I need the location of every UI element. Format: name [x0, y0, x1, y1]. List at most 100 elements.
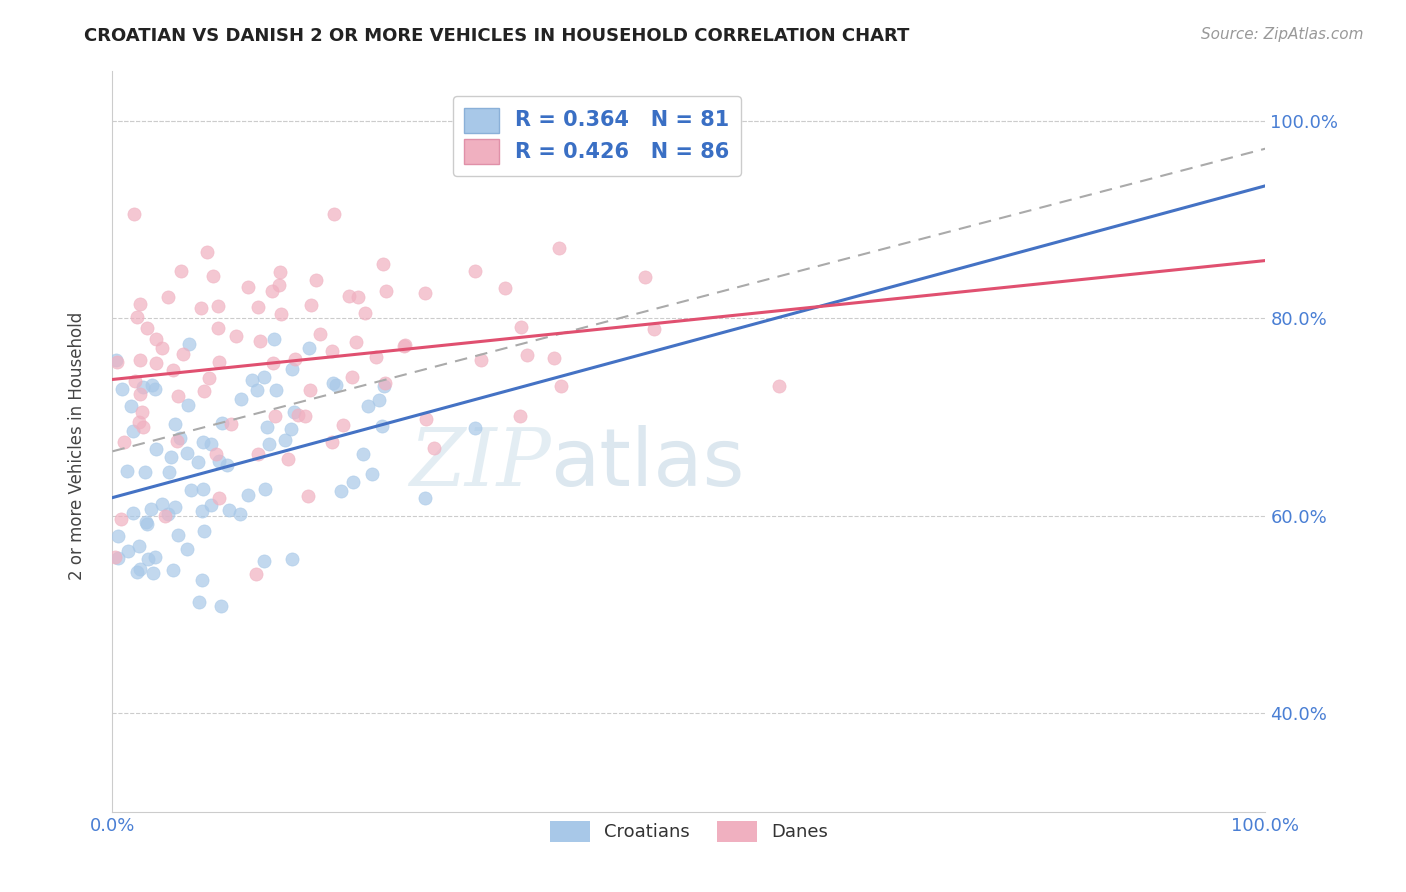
Point [423, 441, 446, 455]
Point [267, 277, 290, 292]
Text: 2 or more Vehicles in Household: 2 or more Vehicles in Household [69, 312, 86, 580]
Point [374, 376, 396, 391]
Point [247, 300, 270, 314]
Point [135, 515, 157, 529]
Point [323, 207, 346, 221]
Point [284, 351, 307, 366]
Point [193, 482, 215, 496]
Point [134, 465, 156, 479]
Point [124, 374, 146, 388]
Point [112, 435, 135, 450]
Point [129, 387, 152, 401]
Point [190, 301, 212, 316]
Point [281, 552, 304, 566]
Point [287, 408, 309, 422]
Point [129, 562, 152, 576]
Point [247, 446, 270, 460]
Point [162, 363, 184, 377]
Point [162, 564, 184, 578]
Point [543, 351, 565, 366]
Point [344, 335, 367, 350]
Point [262, 357, 284, 371]
Point [308, 327, 330, 342]
Point [464, 264, 486, 278]
Point [225, 329, 247, 343]
Point [245, 566, 267, 581]
Point [176, 541, 198, 556]
Point [152, 341, 174, 355]
Point [200, 437, 222, 451]
Point [238, 279, 260, 293]
Point [136, 551, 159, 566]
Point [157, 290, 180, 304]
Point [274, 433, 297, 447]
Point [155, 509, 177, 524]
Point [305, 273, 328, 287]
Point [117, 544, 139, 558]
Point [211, 417, 233, 431]
Point [195, 244, 218, 259]
Point [143, 382, 166, 396]
Point [139, 501, 162, 516]
Point [240, 373, 263, 387]
Point [172, 347, 194, 361]
Point [256, 420, 278, 434]
Point [156, 507, 179, 521]
Legend: Croatians, Danes: Croatians, Danes [541, 812, 837, 851]
Point [169, 431, 191, 445]
Text: CROATIAN VS DANISH 2 OR MORE VEHICLES IN HOUSEHOLD CORRELATION CHART: CROATIAN VS DANISH 2 OR MORE VEHICLES IN… [84, 27, 910, 45]
Point [200, 498, 222, 512]
Point [193, 384, 215, 399]
Point [207, 320, 229, 334]
Point [132, 380, 155, 394]
Point [299, 383, 322, 397]
Point [516, 348, 538, 362]
Point [160, 450, 183, 465]
Point [322, 376, 344, 390]
Point [128, 539, 150, 553]
Point [177, 337, 200, 351]
Point [136, 320, 159, 334]
Point [360, 467, 382, 481]
Point [207, 454, 229, 468]
Point [221, 417, 243, 431]
Point [259, 437, 281, 451]
Point [415, 412, 437, 426]
Point [249, 334, 271, 349]
Point [375, 285, 398, 299]
Point [297, 489, 319, 503]
Text: Source: ZipAtlas.com: Source: ZipAtlas.com [1201, 27, 1364, 42]
Point [176, 445, 198, 459]
Point [330, 484, 353, 499]
Point [104, 549, 127, 564]
Point [198, 371, 221, 385]
Point [280, 422, 302, 436]
Point [509, 409, 531, 424]
Point [229, 507, 252, 521]
Point [218, 503, 240, 517]
Point [121, 424, 143, 438]
Point [337, 288, 360, 302]
Point [550, 379, 572, 393]
Point [253, 370, 276, 384]
Point [367, 393, 389, 408]
Point [413, 491, 436, 505]
Point [342, 475, 364, 489]
Point [128, 415, 150, 429]
Point [209, 599, 232, 614]
Point [208, 355, 231, 369]
Point [413, 286, 436, 301]
Text: ZIP: ZIP [409, 425, 551, 502]
Point [115, 464, 138, 478]
Point [353, 306, 375, 320]
Point [121, 506, 143, 520]
Point [252, 553, 274, 567]
Point [142, 566, 165, 580]
Point [340, 369, 363, 384]
Point [122, 206, 145, 220]
Point [294, 409, 316, 424]
Point [392, 339, 415, 353]
Point [470, 353, 492, 368]
Point [193, 524, 215, 539]
Point [163, 500, 186, 514]
